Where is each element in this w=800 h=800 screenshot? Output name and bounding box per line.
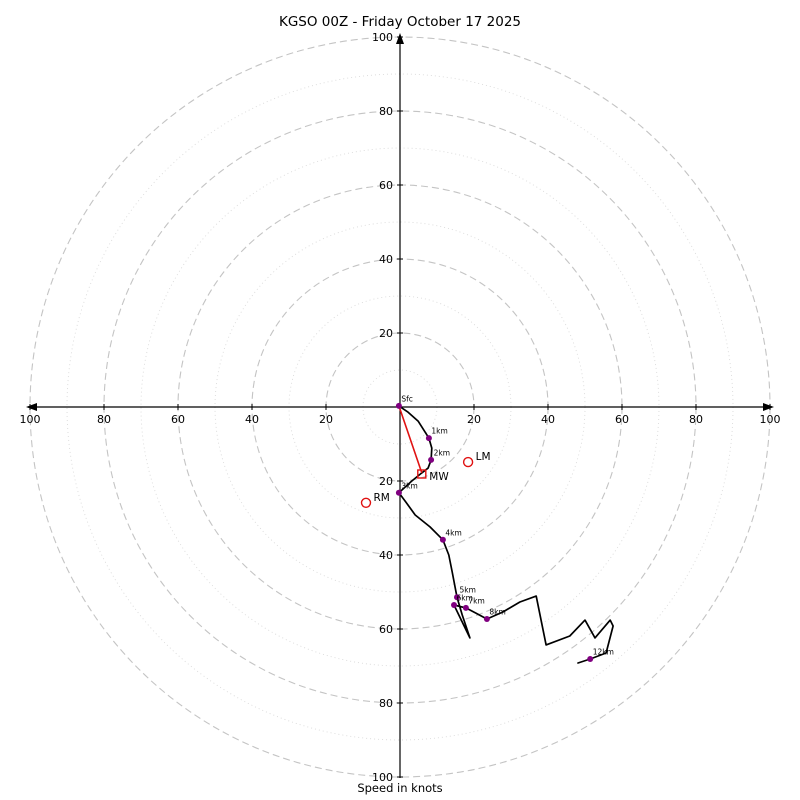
altitude-marker-7km [462, 604, 469, 611]
altitude-marker-3km [395, 489, 402, 496]
altitude-label-5km: 5km [460, 586, 476, 595]
y-tick-label: 20 [379, 475, 393, 488]
mean-wind-line [398, 405, 423, 474]
rm-marker [360, 497, 372, 508]
altitude-label-12km: 12km [593, 648, 614, 657]
lm-label: LM [476, 451, 491, 463]
mw-marker [417, 469, 427, 479]
wind-trace [398, 405, 614, 664]
y-tick-label: 100 [372, 31, 393, 44]
altitude-label-8km: 8km [489, 608, 505, 617]
x-tick-label: 20 [319, 413, 333, 426]
altitude-label-sfc: Sfc [401, 394, 413, 403]
y-tick-label: 80 [379, 105, 393, 118]
storm-motion-group: LM RM MW [360, 405, 491, 508]
y-tick-label: 80 [379, 697, 393, 710]
altitude-label-1km: 1km [431, 427, 447, 436]
x-tick-label: 40 [541, 413, 555, 426]
altitude-label-7km: 7km [468, 596, 484, 605]
altitude-label-4km: 4km [445, 528, 461, 537]
x-tick-label: 100 [760, 413, 781, 426]
altitude-marker-5km [454, 594, 460, 601]
lm-marker [462, 456, 474, 468]
y-tick-label: 60 [379, 179, 393, 192]
mw-label: MW [429, 471, 449, 483]
altitude-marker-8km [483, 616, 490, 622]
altitude-marker-4km [439, 536, 446, 543]
axis-tick-labels: 20 20 20 20 40 40 40 40 60 60 60 60 80 80 80 80 100 100 10… [20, 31, 781, 784]
altitude-marker-sfc [395, 402, 402, 409]
x-tick-label: 20 [467, 413, 481, 426]
y-axis-arrow-top-icon [396, 33, 404, 44]
wind-trace-group [398, 405, 614, 664]
altitude-label-6km: 6km [457, 594, 473, 603]
y-tick-label: 20 [379, 327, 393, 340]
x-tick-label: 80 [689, 413, 703, 426]
rm-label: RM [374, 492, 390, 504]
y-tick-label: 60 [379, 623, 393, 636]
x-tick-label: 40 [245, 413, 259, 426]
altitude-marker-6km [451, 602, 457, 608]
x-tick-label: 60 [615, 413, 629, 426]
altitude-marker-2km [428, 456, 435, 463]
chart-title: KGSO 00Z - Friday October 17 2025 [279, 14, 521, 30]
y-tick-label: 40 [379, 253, 393, 266]
altitude-label-2km: 2km [434, 448, 450, 457]
x-axis-arrow-left-icon [26, 403, 37, 411]
altitude-marker-1km [425, 435, 432, 442]
y-tick-label: 100 [372, 771, 393, 784]
x-tick-label: 100 [20, 413, 41, 426]
x-axis-label: Speed in knots [357, 781, 442, 795]
x-axis-arrow-right-icon [763, 403, 774, 411]
x-tick-label: 80 [97, 413, 111, 426]
y-tick-label: 40 [379, 549, 393, 562]
altitude-marker-12km [587, 656, 594, 662]
altitude-label-3km: 3km [401, 481, 417, 490]
x-tick-label: 60 [171, 413, 185, 426]
